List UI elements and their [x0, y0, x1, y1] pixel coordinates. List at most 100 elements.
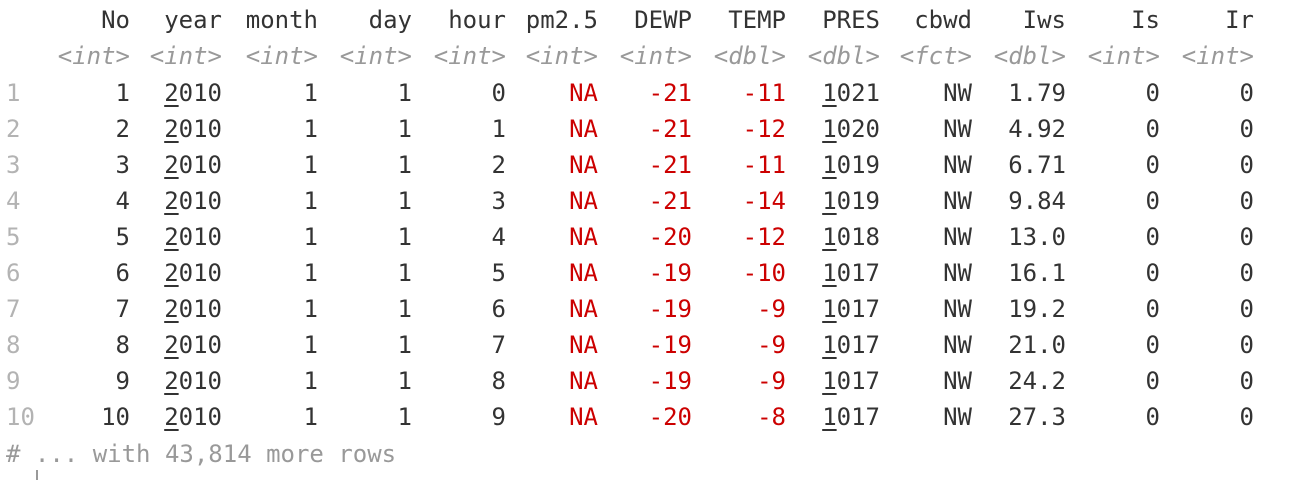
- table-cell: NW: [943, 79, 972, 107]
- table-cell: 7: [115, 295, 130, 323]
- column-type-hour: <int>: [433, 42, 506, 70]
- table-cell: 2010: [164, 403, 222, 431]
- table-cell: 1: [397, 115, 412, 143]
- table-row: 8 8 2010 1 1 7 NA -19 -9 1017 NW 21.0 0 0: [0, 327, 1292, 363]
- column-type-year: <int>: [149, 42, 222, 70]
- table-cell: 7: [491, 331, 506, 359]
- column-type-cbwd: <fct>: [899, 42, 972, 70]
- table-cell: NA: [569, 403, 598, 431]
- table-cell: NA: [569, 331, 598, 359]
- table-cell: 1019: [822, 151, 880, 179]
- table-cell: 0: [1145, 403, 1160, 431]
- table-cell: -12: [742, 223, 786, 251]
- table-cell: 1: [397, 403, 412, 431]
- table-cell: -21: [648, 187, 692, 215]
- table-cell: 0: [491, 79, 506, 107]
- table-cell: 1: [303, 115, 318, 143]
- table-cell: NA: [569, 79, 598, 107]
- table-cell: 2010: [164, 259, 222, 287]
- table-cell: 2: [115, 115, 130, 143]
- table-cell: 0: [1145, 295, 1160, 323]
- row-number: 3: [6, 151, 21, 179]
- table-cell: 1: [491, 115, 506, 143]
- table-cell: 1017: [822, 295, 880, 323]
- row-number: 2: [6, 115, 21, 143]
- table-cell: NA: [569, 115, 598, 143]
- column-type-dewp: <int>: [619, 42, 692, 70]
- table-cell: 1: [115, 79, 130, 107]
- table-cell: -19: [648, 259, 692, 287]
- table-cell: 0: [1239, 367, 1254, 395]
- table-cell: 2: [491, 151, 506, 179]
- table-cell: 2010: [164, 151, 222, 179]
- table-cell: 27.3: [1008, 403, 1066, 431]
- column-header-is: Is: [1131, 6, 1160, 34]
- column-type-pres: <dbl>: [807, 42, 880, 70]
- table-cell: 9: [115, 367, 130, 395]
- table-cell: 1: [303, 295, 318, 323]
- table-cell: 10: [101, 403, 130, 431]
- table-row: 4 4 2010 1 1 3 NA -21 -14 1019 NW 9.84 0 0: [0, 183, 1292, 219]
- column-type-pm2-5: <int>: [525, 42, 598, 70]
- table-cell: 0: [1145, 187, 1160, 215]
- table-cell: 3: [115, 151, 130, 179]
- table-cell: NA: [569, 259, 598, 287]
- table-cell: -9: [757, 295, 786, 323]
- column-type-is: <int>: [1087, 42, 1160, 70]
- table-cell: NW: [943, 115, 972, 143]
- table-cell: 1: [397, 259, 412, 287]
- table-cell: 1017: [822, 259, 880, 287]
- column-header-month: month: [245, 6, 318, 34]
- table-cell: 0: [1239, 187, 1254, 215]
- column-header-dewp: DEWP: [634, 6, 692, 34]
- column-type-day: <int>: [339, 42, 412, 70]
- table-cell: 0: [1145, 259, 1160, 287]
- table-cell: NA: [569, 151, 598, 179]
- table-cell: 6: [115, 259, 130, 287]
- table-row: 5 5 2010 1 1 4 NA -20 -12 1018 NW 13.0 0 0: [0, 219, 1292, 255]
- table-cell: 1: [397, 151, 412, 179]
- table-cell: NW: [943, 295, 972, 323]
- table-row: 10 10 2010 1 1 9 NA -20 -8 1017 NW 27.3 0 0: [0, 399, 1292, 435]
- table-cell: -20: [648, 403, 692, 431]
- column-header-hour: hour: [448, 6, 506, 34]
- table-cell: 16.1: [1008, 259, 1066, 287]
- table-cell: -10: [742, 259, 786, 287]
- table-cell: 2010: [164, 367, 222, 395]
- table-cell: 1: [303, 367, 318, 395]
- table-cell: 1: [397, 367, 412, 395]
- table-cell: 21.0: [1008, 331, 1066, 359]
- table-cell: 4.92: [1008, 115, 1066, 143]
- table-cell: 8: [115, 331, 130, 359]
- table-cell: -19: [648, 367, 692, 395]
- table-cell: 4: [115, 187, 130, 215]
- table-row: 2 2 2010 1 1 1 NA -21 -12 1020 NW 4.92 0 0: [0, 111, 1292, 147]
- column-header-ir: Ir: [1225, 6, 1254, 34]
- table-cell: 1017: [822, 403, 880, 431]
- table-cell: 0: [1239, 259, 1254, 287]
- row-number: 8: [6, 331, 21, 359]
- table-cell: 0: [1239, 403, 1254, 431]
- table-cell: 24.2: [1008, 367, 1066, 395]
- table-cell: 0: [1145, 79, 1160, 107]
- table-cell: 1019: [822, 187, 880, 215]
- table-cell: 1: [303, 79, 318, 107]
- column-type-iws: <dbl>: [993, 42, 1066, 70]
- row-number: 5: [6, 223, 21, 251]
- table-row: 6 6 2010 1 1 5 NA -19 -10 1017 NW 16.1 0 0: [0, 255, 1292, 291]
- text-cursor: [36, 470, 38, 480]
- table-cell: 2010: [164, 295, 222, 323]
- table-cell: NW: [943, 259, 972, 287]
- table-cell: NA: [569, 223, 598, 251]
- table-cell: -21: [648, 79, 692, 107]
- table-cell: 1020: [822, 115, 880, 143]
- table-cell: -9: [757, 367, 786, 395]
- table-cell: 1: [303, 403, 318, 431]
- table-cell: NW: [943, 331, 972, 359]
- table-cell: 2010: [164, 187, 222, 215]
- column-header-no: No: [101, 6, 130, 34]
- column-type-month: <int>: [245, 42, 318, 70]
- table-cell: -19: [648, 331, 692, 359]
- row-number: 9: [6, 367, 21, 395]
- table-cell: 5: [115, 223, 130, 251]
